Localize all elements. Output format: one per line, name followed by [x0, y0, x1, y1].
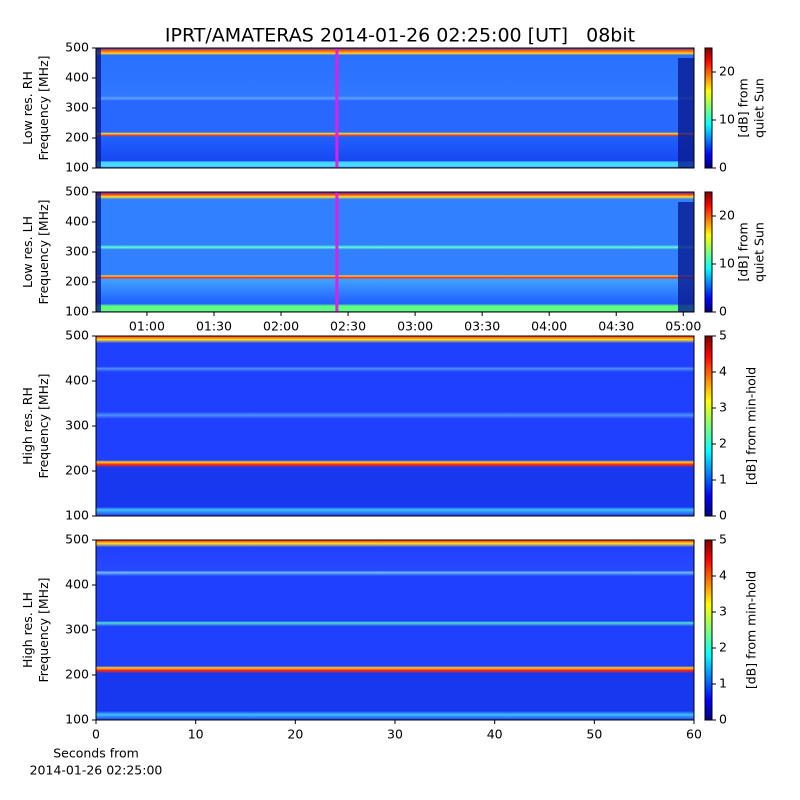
y-tick-label: 200	[65, 274, 89, 289]
y-tick-label: 300	[65, 418, 89, 433]
y-tick-label: 500	[65, 184, 89, 199]
colorbar-tick-label: 2	[719, 436, 727, 451]
y-tick-label: 100	[65, 712, 89, 727]
colorbar-label: quiet Sun	[752, 78, 767, 138]
y-axis-label: Low res. LHFrequency [MHz]	[20, 199, 51, 304]
y-tick-label: 400	[65, 373, 89, 388]
x-tick-label: 01:00	[129, 319, 165, 334]
x-tick-label: 40	[487, 727, 503, 742]
data-gap	[96, 48, 101, 168]
colorbar-label: [dB] from min-hold	[744, 367, 759, 485]
colorbar-label: quiet Sun	[752, 222, 767, 282]
y-tick-label: 500	[65, 40, 89, 55]
colorbar-tick-label: 0	[719, 508, 727, 523]
x-tick-label: 04:30	[598, 319, 634, 334]
y-axis-label-line: Frequency [MHz]	[36, 199, 51, 304]
y-tick-label: 500	[65, 532, 89, 547]
y-tick-label: 200	[65, 667, 89, 682]
x-tick-label: 01:30	[196, 319, 232, 334]
y-axis-label-line: Frequency [MHz]	[36, 577, 51, 682]
y-axis-label-line: Low res. LH	[20, 216, 35, 288]
colorbar-label: [dB] from	[736, 78, 751, 137]
y-axis-label: Low res. RHFrequency [MHz]	[20, 55, 51, 160]
x-axis-label: Seconds from	[53, 746, 139, 761]
spectrogram	[96, 540, 694, 720]
y-axis-label: High res. RHFrequency [MHz]	[20, 373, 51, 478]
colorbar-tick-label: 3	[719, 604, 727, 619]
colorbar-tick-label: 10	[719, 256, 735, 271]
colorbar-tick-label: 1	[719, 676, 727, 691]
colorbar	[704, 335, 713, 517]
colorbar	[704, 47, 713, 169]
y-tick-label: 100	[65, 304, 89, 319]
y-tick-label: 200	[65, 463, 89, 478]
y-tick-label: 400	[65, 577, 89, 592]
colorbar-tick-label: 10	[719, 112, 735, 127]
x-tick-label: 0	[92, 727, 100, 742]
colorbar-tick-label: 0	[719, 304, 727, 319]
x-tick-label: 03:30	[464, 319, 500, 334]
x-tick-label: 03:00	[397, 319, 433, 334]
colorbar	[704, 191, 713, 313]
y-axis-label: High res. LHFrequency [MHz]	[20, 577, 51, 682]
colorbar-tick-label: 5	[719, 328, 727, 343]
colorbar-tick-label: 1	[719, 472, 727, 487]
spectrogram	[96, 48, 694, 168]
colorbar-tick-label: 2	[719, 640, 727, 655]
y-axis-label-line: Frequency [MHz]	[36, 55, 51, 160]
data-gap	[678, 58, 694, 168]
colorbar-tick-label: 0	[719, 712, 727, 727]
colorbar-tick-label: 20	[719, 208, 735, 223]
colorbar-tick-label: 4	[719, 364, 727, 379]
y-tick-label: 500	[65, 328, 89, 343]
colorbar-tick-label: 5	[719, 532, 727, 547]
y-axis-label-line: Frequency [MHz]	[36, 373, 51, 478]
y-axis-label-line: High res. RH	[20, 387, 35, 465]
data-gap	[96, 192, 101, 312]
colorbar-label: [dB] from min-hold	[744, 571, 759, 689]
y-tick-label: 300	[65, 622, 89, 637]
colorbar-tick-label: 20	[719, 64, 735, 79]
y-tick-label: 200	[65, 130, 89, 145]
data-gap	[678, 202, 694, 312]
y-tick-label: 400	[65, 214, 89, 229]
colorbar-tick-label: 3	[719, 400, 727, 415]
y-axis-label-line: High res. LH	[20, 592, 35, 668]
x-tick-label: 02:00	[263, 319, 299, 334]
colorbar-tick-label: 4	[719, 568, 727, 583]
x-tick-label: 02:30	[330, 319, 366, 334]
x-axis-label: 2014-01-26 02:25:00	[30, 763, 163, 778]
y-tick-label: 100	[65, 508, 89, 523]
x-tick-label: 05:00	[665, 319, 701, 334]
y-axis-label-line: Low res. RH	[20, 71, 35, 145]
colorbar	[704, 539, 713, 721]
x-tick-label: 50	[586, 727, 602, 742]
colorbar-label: [dB] from	[736, 222, 751, 281]
x-tick-label: 20	[287, 727, 303, 742]
spectrogram	[96, 336, 694, 516]
x-tick-label: 60	[686, 727, 702, 742]
colorbar-tick-label: 0	[719, 160, 727, 175]
x-tick-label: 30	[387, 727, 403, 742]
y-tick-label: 300	[65, 244, 89, 259]
figure-title: IPRT/AMATERAS 2014-01-26 02:25:00 [UT] 0…	[165, 25, 635, 47]
y-tick-label: 300	[65, 100, 89, 115]
x-tick-label: 10	[188, 727, 204, 742]
y-tick-label: 400	[65, 70, 89, 85]
spectrogram	[96, 192, 694, 312]
x-tick-label: 04:00	[531, 319, 567, 334]
y-tick-label: 100	[65, 160, 89, 175]
